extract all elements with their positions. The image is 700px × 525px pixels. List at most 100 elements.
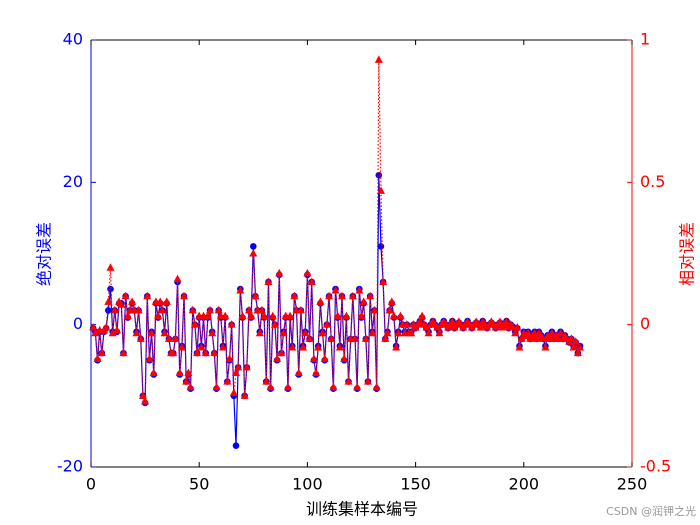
triangle-marker [379, 277, 388, 285]
triangle-marker [314, 342, 323, 351]
triangle-marker [353, 382, 362, 391]
triangle-marker [268, 311, 277, 320]
y-tick-label: -20 [57, 457, 83, 476]
triangle-marker [214, 305, 223, 314]
triangle-marker [361, 334, 370, 342]
triangle-marker [97, 348, 106, 357]
triangle-marker [108, 328, 117, 337]
triangle-marker [244, 305, 253, 314]
triangle-marker [309, 354, 318, 362]
triangle-marker [325, 291, 334, 300]
triangle-marker [318, 328, 327, 337]
triangle-marker [381, 334, 390, 342]
triangle-marker [221, 311, 230, 320]
triangle-marker [513, 323, 522, 331]
triangle-marker [539, 334, 548, 342]
triangle-marker [89, 323, 98, 331]
triangle-marker [255, 328, 264, 337]
triangle-marker [197, 342, 206, 351]
triangle-marker [322, 320, 331, 328]
triangle-marker [288, 342, 297, 351]
triangle-marker [234, 362, 243, 371]
triangle-marker [301, 328, 310, 337]
triangle-marker [532, 334, 541, 342]
triangle-marker [418, 311, 427, 320]
triangle-marker [145, 354, 154, 362]
triangle-marker [169, 348, 178, 357]
triangle-marker [203, 311, 212, 320]
x-axis-label: 训练集样本编号 [306, 500, 418, 519]
triangle-marker [138, 391, 147, 399]
triangle-marker [273, 354, 282, 362]
triangle-marker [134, 305, 143, 314]
triangle-marker [383, 328, 392, 337]
triangle-marker [158, 305, 167, 314]
triangle-marker [227, 320, 236, 328]
triangle-marker [435, 328, 444, 337]
triangle-marker [121, 291, 130, 300]
triangle-marker [370, 305, 379, 314]
y2-axis-label: 相对误差 [678, 222, 697, 286]
triangle-marker [119, 348, 128, 357]
triangle-marker [515, 342, 524, 351]
triangle-marker [283, 382, 292, 391]
triangle-marker [231, 368, 240, 377]
triangle-marker [260, 311, 269, 320]
triangle-marker [223, 377, 232, 385]
x-tick-label: 0 [86, 475, 96, 494]
triangle-marker [102, 323, 111, 331]
triangle-marker [517, 334, 526, 342]
triangle-marker [340, 354, 349, 362]
triangle-marker [188, 305, 197, 314]
triangle-marker [106, 263, 115, 271]
y2-tick-label: 1 [640, 30, 650, 49]
triangle-marker [502, 317, 511, 325]
triangle-marker [342, 311, 351, 320]
circle-marker [232, 442, 240, 449]
y-tick-label: 0 [73, 314, 83, 333]
triangle-marker [201, 348, 210, 357]
triangle-marker [385, 305, 394, 314]
triangle-marker [571, 337, 580, 345]
triangle-marker [402, 320, 411, 328]
triangle-marker [556, 328, 565, 337]
triangle-marker [147, 328, 156, 337]
triangle-marker [348, 291, 357, 300]
triangle-marker [357, 311, 366, 320]
triangle-marker [141, 397, 150, 405]
triangle-marker [249, 249, 258, 257]
triangle-marker [372, 382, 381, 391]
triangle-marker [396, 311, 405, 320]
triangle-marker [495, 317, 504, 325]
x-tick-label: 100 [292, 475, 323, 494]
triangle-marker [374, 55, 383, 63]
triangle-marker [279, 328, 288, 337]
triangle-marker [387, 297, 396, 305]
triangle-marker [171, 334, 180, 342]
triangle-marker [290, 291, 299, 300]
triangle-marker [225, 354, 234, 362]
triangle-marker [307, 277, 316, 285]
triangle-marker [104, 297, 113, 305]
y2-tick-label: -0.5 [640, 457, 671, 476]
triangle-marker [541, 342, 550, 351]
triangle-marker [264, 277, 273, 285]
triangle-marker [136, 334, 145, 342]
triangle-marker [368, 328, 377, 337]
y-tick-label: 20 [63, 172, 83, 191]
y-tick-label: 40 [63, 30, 83, 49]
triangle-marker [91, 328, 100, 337]
triangle-marker [294, 368, 303, 377]
triangle-marker [164, 334, 173, 342]
triangle-marker [355, 286, 364, 294]
triangle-marker [305, 334, 314, 342]
triangle-marker [186, 382, 195, 391]
y2-tick-label: 0.5 [640, 172, 665, 191]
triangle-marker [112, 325, 121, 334]
triangle-marker [266, 382, 275, 391]
triangle-marker [184, 368, 193, 377]
triangle-marker [344, 377, 353, 385]
triangle-marker [173, 274, 182, 283]
triangle-marker [376, 186, 385, 194]
